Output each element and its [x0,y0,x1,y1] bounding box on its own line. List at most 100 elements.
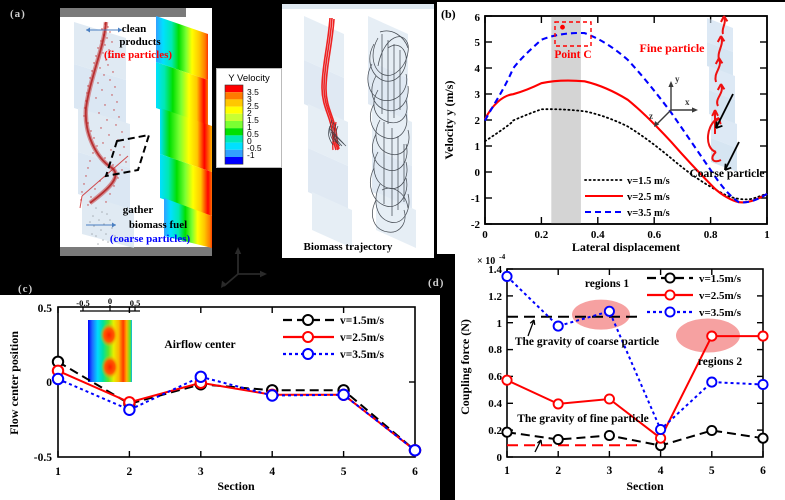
panel-b-ylabel: Velocity y (m/s) [442,81,456,160]
b-xtick-0: 0 [482,229,488,241]
d-markers-v15 [501,424,769,452]
d-series-v25 [506,335,763,440]
biomass-fuel-arrow [86,222,116,228]
panel-d-xlabel: Section [626,479,664,493]
panel-b-triad-heads [654,81,698,127]
colorbar-tick-7: 0 [247,136,252,146]
d-ytick-0.8: 0.8 [488,344,502,356]
c-series-v35 [57,375,416,452]
d-xtick-4: 4 [658,465,664,477]
panel-b-triad-icon [656,84,695,125]
c-xtick-3: 3 [198,466,204,478]
b-legend-1: v=2.5 m/s [627,192,670,203]
colorbar-tick-8: -0.5 [247,143,262,153]
panel-b-legend: v=1.5 m/s v=2.5 m/s v=3.5 m/s [584,176,670,219]
d-ytick-0: 0 [497,452,503,464]
airflow-center-label: Airflow center [164,339,235,351]
point-c-marker [554,21,592,47]
colorbar-tick-3: 2 [247,108,252,118]
colorbar-tick-5: 1 [247,122,252,132]
regions-1-label: regions 1 [585,278,629,290]
d-series-v35 [506,275,764,432]
d-ytick-0.2: 0.2 [488,425,502,437]
panel-c-ylabel: Flow center position [7,331,21,435]
panel-c-yticklabels: 0.5 0 -0.5 [34,303,52,464]
c-series-v15 [57,360,416,452]
c-legend-0: v=1.5m/s [340,315,384,327]
b-ytick-2: 2 [475,115,481,127]
gather-highlight-box [104,133,151,178]
panel-c-inset-axis [80,305,140,312]
colorbar-svg: Y Velocity 3.5 3 2.5 2 1.5 [217,69,281,167]
d-ytick-1.4: 1.4 [488,264,502,276]
b-xtick-0.4: 0.4 [591,229,605,241]
coordinate-triad-icon [216,240,276,288]
colorbar-tick-0: 3.5 [247,87,259,97]
coarse-particle-loop [707,109,722,163]
colorbar-panel: Y Velocity 3.5 3 2.5 2 1.5 [216,68,282,168]
panel-c-legend: v=1.5m/s v=2.5m/s v=3.5m/s [283,314,384,361]
b-xtick-0.6: 0.6 [647,229,661,241]
panel-trajectory: Biomass trajectory [282,4,434,258]
series-v25 [484,79,768,204]
c-xtick-5: 5 [341,466,347,478]
c-inset-tick-0.5: 0.5 [130,298,141,308]
panel-b-svg: (b) [437,2,785,254]
c-ytick-0.5: 0.5 [38,303,53,315]
d-xtick-1: 1 [504,465,510,477]
trajectory-svg: Biomass trajectory [282,4,434,258]
c-inset-tick-0: 0 [108,296,112,306]
panel-d-exponent: × 10 -4 [477,252,505,267]
d-ytick-1: 1 [497,318,503,330]
c-inset-tick--0.5: -0.5 [76,298,89,308]
fine-particle-arrows [714,15,729,107]
c-xtick-2: 2 [127,466,133,478]
d-legend-0: v=1.5m/s [699,273,742,285]
d-xtick-6: 6 [760,465,766,477]
gravity-coarse-label: The gravity of coarse particle [515,336,659,348]
fine-particles-label: (fine particles) [104,49,172,61]
colorbar-tick-2: 2.5 [247,101,259,111]
panel-d-legend: v=1.5m/s v=2.5m/s v=3.5m/s [647,272,742,319]
panel-b-xticklabels: 0 0.2 0.4 0.6 0.8 1 [482,229,770,241]
d-markers-v25 [501,330,769,444]
panel-b-xlabel: Lateral displacement [572,240,680,254]
b-xtick-0.8: 0.8 [704,229,718,241]
panel-d-box: × 10 -4 [455,252,785,500]
b-ytick-5: 5 [475,37,481,49]
gather-label: gather [123,204,154,216]
d-ytick-0.4: 0.4 [488,398,502,410]
fine-particle-annot: Fine particle [640,41,706,55]
point-c-label: Point C [554,49,591,61]
panel-a-label: (a) [10,8,26,20]
fine-trajectory-dark [328,119,347,147]
b-ytick--1: -1 [471,193,480,205]
colorbar-tick-1: 3 [247,94,252,104]
colorbar-swatches [224,84,244,165]
c-ytick-0: 0 [46,377,52,389]
biomass-fuel-label: biomass fuel [129,219,187,231]
b-ytick--2: -2 [471,219,481,231]
c-xtick-4: 4 [269,466,275,478]
b-ytick-4: 4 [475,63,481,75]
svg-text:× 10: × 10 [477,256,495,267]
colorbar-tick-4: 1.5 [247,115,259,125]
b-xtick-1: 1 [764,229,770,241]
colorbar-title: Y Velocity [228,73,270,84]
panel-b-yticklabels: -2 -1 0 1 2 3 4 5 6 [471,12,481,231]
b-ytick-3: 3 [475,89,481,101]
triad-z-label: z [649,111,653,121]
highlight-band [551,16,581,224]
d-xtick-5: 5 [709,465,715,477]
c-legend-1: v=2.5m/s [340,332,384,344]
panel-b-triad-labels: y x z [649,74,690,121]
triad-y-label: y [675,74,680,84]
d-legend-2: v=3.5m/s [699,307,742,319]
coarse-particle-annot: Coarse particle [689,168,764,180]
panel-a-svg: clean products (fine particles) gather b… [60,8,212,256]
d-xtick-3: 3 [607,465,613,477]
b-ytick-1: 1 [475,141,481,153]
panel-d-label: (d) [428,277,445,289]
d-markers-v35 [501,270,769,436]
coarse-particle-black-arrows [715,93,740,171]
